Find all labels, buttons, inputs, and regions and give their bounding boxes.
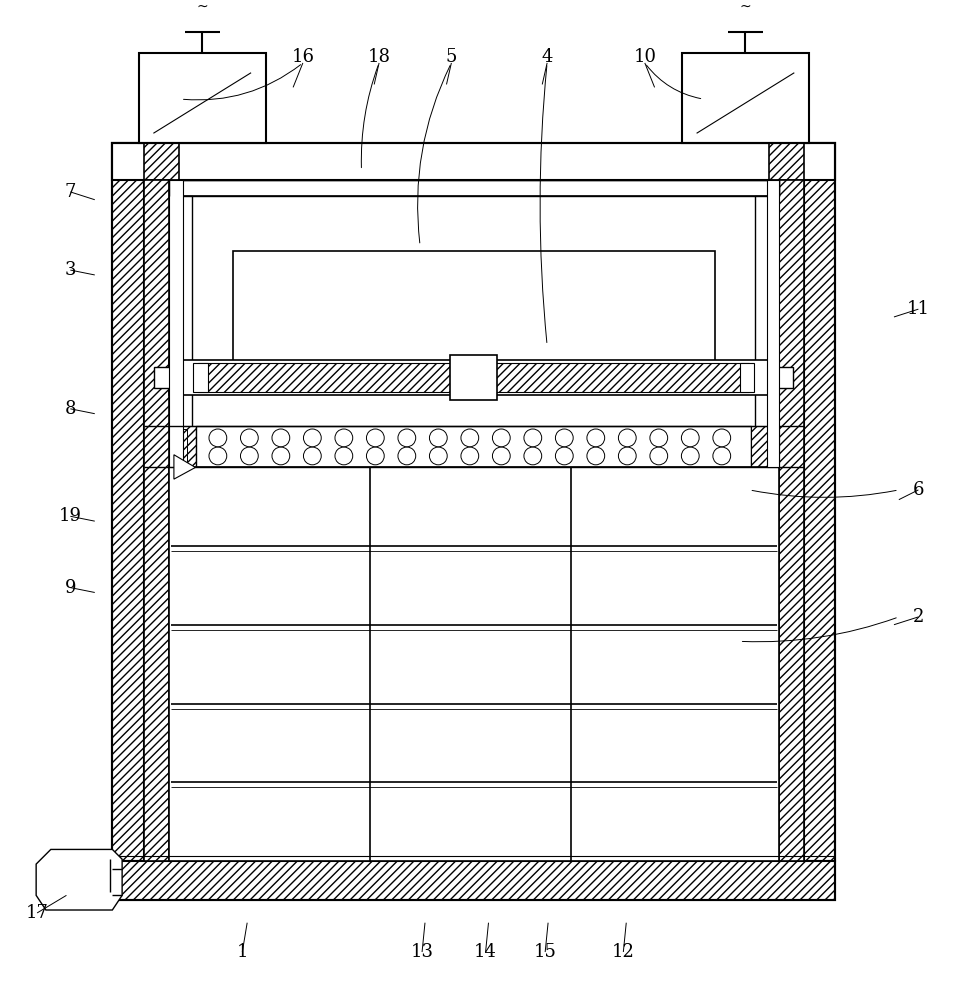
Text: 18: 18 <box>367 48 391 66</box>
Circle shape <box>524 447 541 465</box>
Circle shape <box>713 429 731 447</box>
Text: 5: 5 <box>446 48 457 66</box>
Circle shape <box>398 429 416 447</box>
Bar <box>755 196 777 461</box>
Text: 19: 19 <box>59 507 82 525</box>
Circle shape <box>272 447 290 465</box>
Bar <box>112 143 835 900</box>
Circle shape <box>650 429 667 447</box>
Text: 11: 11 <box>907 300 930 318</box>
Bar <box>171 196 192 461</box>
Circle shape <box>492 447 510 465</box>
Text: 14: 14 <box>474 943 497 961</box>
Text: 4: 4 <box>541 48 553 66</box>
Circle shape <box>366 447 384 465</box>
Circle shape <box>618 447 636 465</box>
Bar <box>169 360 779 395</box>
Circle shape <box>555 429 573 447</box>
Bar <box>233 251 715 378</box>
Text: ~: ~ <box>196 0 208 14</box>
Circle shape <box>618 429 636 447</box>
Circle shape <box>587 447 605 465</box>
Text: 12: 12 <box>612 943 635 961</box>
Bar <box>169 180 183 467</box>
Circle shape <box>681 429 700 447</box>
Bar <box>154 367 174 388</box>
Circle shape <box>430 429 447 447</box>
Circle shape <box>430 447 447 465</box>
Bar <box>740 363 754 392</box>
Text: 10: 10 <box>633 48 657 66</box>
Circle shape <box>681 447 700 465</box>
Text: 6: 6 <box>913 481 924 499</box>
Bar <box>169 429 187 464</box>
Bar <box>198 363 749 392</box>
Text: 7: 7 <box>64 183 76 201</box>
Bar <box>112 143 835 180</box>
Bar <box>169 426 196 467</box>
Bar <box>767 180 779 467</box>
Circle shape <box>209 429 227 447</box>
Bar <box>779 180 804 861</box>
Circle shape <box>272 429 290 447</box>
Bar <box>169 467 779 861</box>
Circle shape <box>335 429 353 447</box>
Bar <box>751 426 779 467</box>
Text: ~: ~ <box>740 0 751 14</box>
Bar <box>112 861 835 900</box>
Circle shape <box>713 447 731 465</box>
Circle shape <box>209 447 227 465</box>
Circle shape <box>555 447 573 465</box>
Text: 15: 15 <box>533 943 557 961</box>
Text: 13: 13 <box>410 943 434 961</box>
Bar <box>769 143 804 180</box>
Bar <box>139 53 266 143</box>
Bar <box>144 180 169 861</box>
Circle shape <box>240 447 258 465</box>
Bar <box>112 143 144 861</box>
Circle shape <box>240 429 258 447</box>
Circle shape <box>304 447 321 465</box>
Polygon shape <box>174 455 195 479</box>
Text: 17: 17 <box>25 904 49 922</box>
Polygon shape <box>36 849 122 910</box>
Circle shape <box>587 429 605 447</box>
Circle shape <box>398 447 416 465</box>
Text: 16: 16 <box>291 48 315 66</box>
Text: 8: 8 <box>64 400 76 418</box>
Bar <box>144 143 179 180</box>
Bar <box>196 426 751 467</box>
Circle shape <box>366 429 384 447</box>
Circle shape <box>492 429 510 447</box>
Circle shape <box>524 429 541 447</box>
Circle shape <box>461 447 479 465</box>
Bar <box>450 355 497 400</box>
Circle shape <box>461 429 479 447</box>
Text: 9: 9 <box>64 579 76 597</box>
Text: 1: 1 <box>236 943 248 961</box>
Bar <box>169 180 779 196</box>
Bar <box>193 363 208 392</box>
Text: 2: 2 <box>913 608 924 626</box>
Bar <box>682 53 809 143</box>
Circle shape <box>335 447 353 465</box>
Circle shape <box>304 429 321 447</box>
Circle shape <box>650 447 667 465</box>
Text: 3: 3 <box>64 261 76 279</box>
Bar <box>774 367 793 388</box>
Bar <box>804 143 835 861</box>
